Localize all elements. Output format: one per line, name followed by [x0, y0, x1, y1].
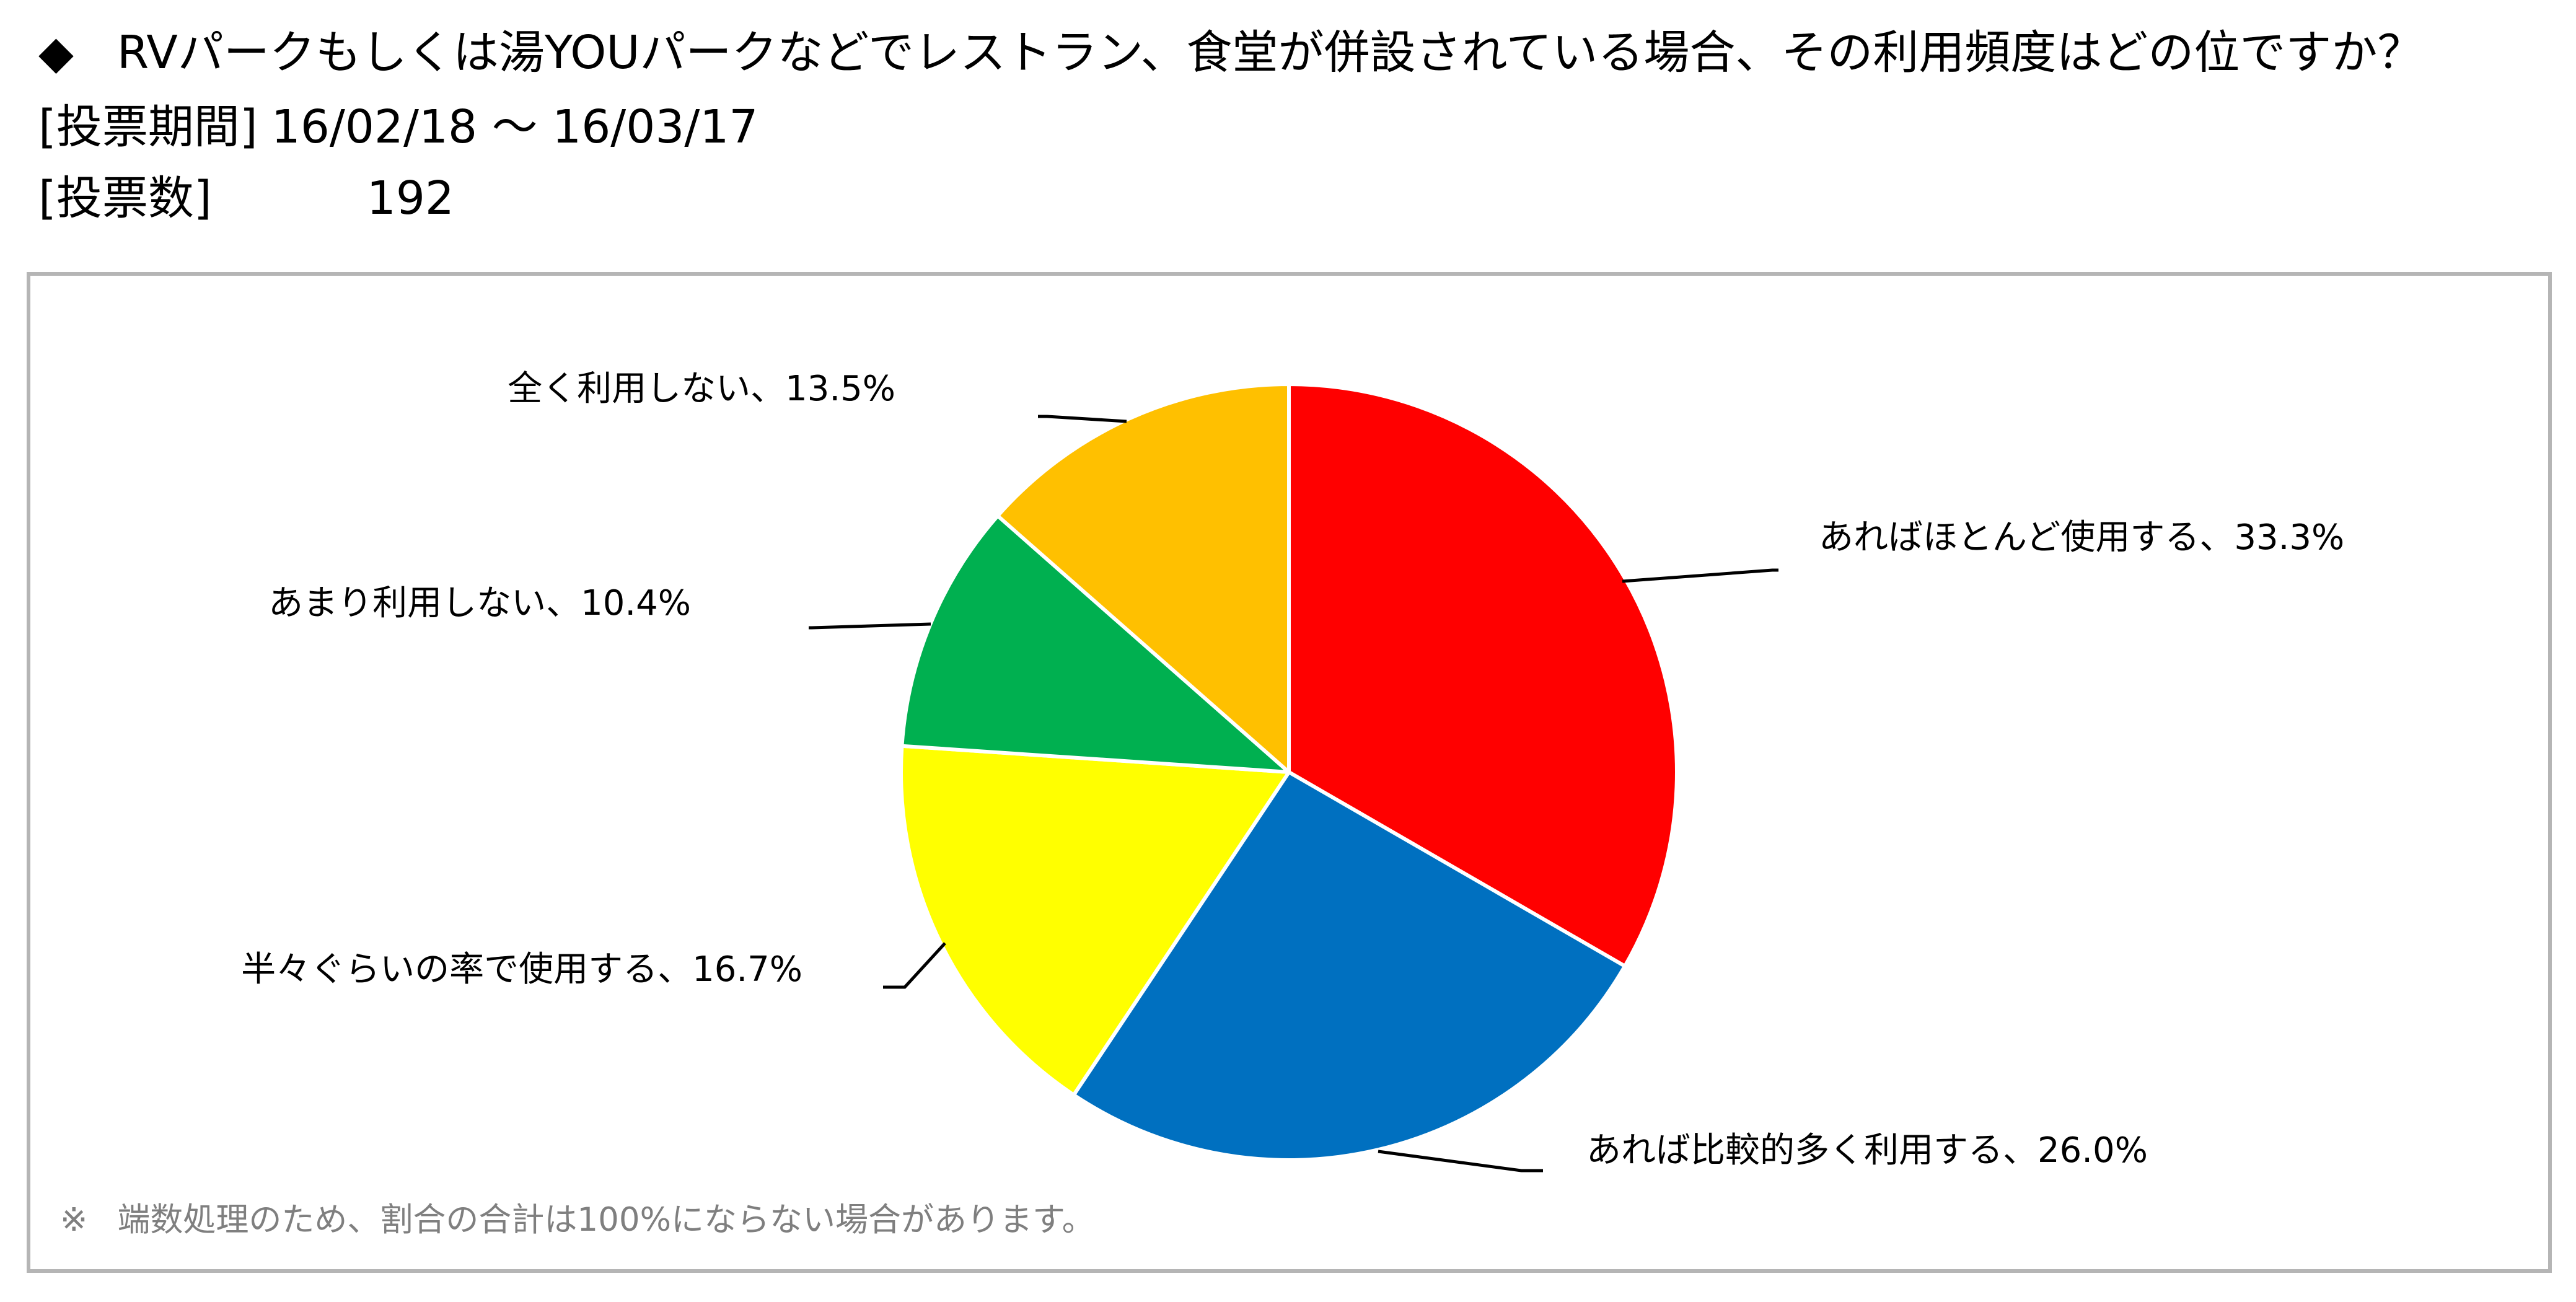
label-half-use: 半々ぐらいの率で使用する、16.7%: [241, 949, 802, 990]
leader-often-use: [1378, 1150, 1543, 1172]
label-never-use: 全く利用しない、13.5%: [508, 369, 895, 409]
question-title: ◆ RVパークもしくは湯YOUパークなどでレストラン、食堂が併設されている場合、そ…: [38, 25, 2423, 81]
pie-leader-lines: [809, 415, 1778, 1172]
label-mostly-use: あればほとんど使用する、33.3%: [1819, 517, 2344, 558]
slice-rarely-use: [900, 514, 1291, 774]
pie-labels: あればほとんど使用する、33.3% あれば比較的多く利用する、26.0% 半々ぐらい…: [241, 369, 2344, 1171]
leader-mostly-use: [1622, 568, 1778, 583]
footnote-text: 端数処理のため、割合の合計は100%にならない場合があります。: [117, 1201, 1095, 1239]
slice-mostly-use: [1287, 382, 1679, 968]
slice-half-use: [899, 744, 1291, 1097]
votes-label: [投票数]: [38, 172, 212, 225]
leader-never-use: [1038, 415, 1127, 423]
period-label: [投票期間]: [38, 100, 258, 154]
vote-count: [投票数] 192: [38, 170, 454, 226]
footnote: ※ 端数処理のため、割合の合計は100%にならない場合があります。: [60, 1199, 1095, 1242]
diamond-bullet-icon: ◆: [38, 26, 74, 79]
leader-rarely-use: [809, 622, 931, 630]
leader-half-use: [883, 942, 946, 989]
votes-value: 192: [366, 172, 454, 225]
reference-mark: ※: [60, 1201, 88, 1239]
period-value: 16/02/18 ～ 16/03/17: [271, 100, 758, 154]
voting-period: [投票期間] 16/02/18 ～ 16/03/17: [38, 99, 758, 155]
slice-often-use: [1071, 770, 1627, 1162]
pie-slices: [899, 382, 1679, 1162]
label-rarely-use: あまり利用しない、10.4%: [268, 583, 691, 623]
question-text: RVパークもしくは湯YOUパークなどでレストラン、食堂が併設されている場合、その…: [116, 26, 2424, 79]
slice-never-use: [996, 382, 1291, 774]
label-often-use: あれば比較的多く利用する、26.0%: [1586, 1130, 2148, 1171]
